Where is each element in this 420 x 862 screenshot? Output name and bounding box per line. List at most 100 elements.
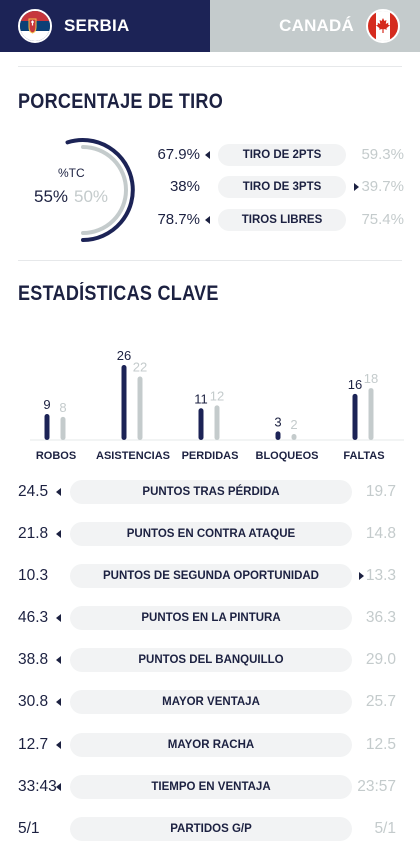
key-stat-row: 10.3 PUNTOS DE SEGUNDA OPORTUNIDAD 13.3: [18, 564, 402, 588]
key-stat-label: PUNTOS EN CONTRA ATAQUE: [70, 522, 352, 546]
bar-value-label: 8: [59, 400, 66, 415]
bar-away-faltas: [368, 388, 374, 440]
home-leader-caret-icon: [56, 741, 61, 749]
bar-value-label: 9: [43, 397, 50, 412]
key-stat-label: PUNTOS DE SEGUNDA OPORTUNIDAD: [70, 564, 352, 588]
key-stat-away-value: 5/1: [374, 820, 396, 837]
serbia-flag-icon: [18, 9, 52, 43]
category-label: FALTAS: [343, 450, 384, 462]
key-stat-home-value: 21.8: [18, 525, 49, 542]
bar-away-asistencias: [137, 376, 143, 440]
key-stat-label: PUNTOS DEL BANQUILLO: [70, 648, 352, 672]
key-stat-away-value: 25.7: [365, 693, 396, 710]
shooting-home-value: 38%: [169, 178, 200, 195]
shooting-home-value: 67.9%: [157, 146, 200, 163]
home-leader-caret-icon: [205, 151, 210, 159]
bar-value-label: 18: [364, 371, 378, 386]
key-stat-home-value: 38.8: [18, 651, 49, 668]
key-stat-away-value: 12.5: [365, 736, 396, 753]
shooting-section-title: PORCENTAJE DE TIRO: [18, 90, 224, 113]
key-stat-away-value: 23:57: [357, 778, 396, 795]
bar-value-label: 2: [290, 417, 297, 432]
shooting-row-2pts: 67.9% TIRO DE 2PTS 59.3%: [150, 144, 410, 166]
shooting-away-value: 75.4%: [361, 211, 404, 228]
key-stat-row: 24.5 PUNTOS TRAS PÉRDIDA 19.7: [18, 480, 402, 504]
bar-value-label: 16: [348, 377, 362, 392]
key-stat-home-value: 12.7: [18, 736, 49, 753]
bar-value-label: 26: [117, 348, 131, 363]
key-stat-label: PARTIDOS G/P: [70, 817, 352, 841]
category-label: ROBOS: [36, 450, 76, 462]
away-leader-caret-icon: [359, 572, 364, 580]
away-leader-caret-icon: [354, 183, 359, 191]
key-stat-row: 38.8 PUNTOS DEL BANQUILLO 29.0: [18, 648, 402, 672]
key-stat-label: MAYOR VENTAJA: [70, 690, 352, 714]
category-label: ASISTENCIAS: [96, 450, 170, 462]
divider: [18, 66, 402, 67]
key-stat-away-value: 14.8: [365, 525, 396, 542]
category-label: BLOQUEOS: [256, 450, 319, 462]
bar-value-label: 11: [194, 391, 208, 406]
away-team[interactable]: CANADÁ: [210, 0, 420, 52]
key-stat-home-value: 24.5: [18, 483, 49, 500]
key-stat-home-value: 33:43: [18, 778, 57, 795]
bar-home-robos: [44, 414, 50, 440]
shooting-away-value: 59.3%: [361, 146, 404, 163]
field-goal-away: 50%: [74, 187, 109, 206]
key-stat-away-value: 29.0: [365, 651, 396, 668]
key-stats-section-title: ESTADÍSTICAS CLAVE: [18, 282, 219, 305]
home-leader-caret-icon: [205, 216, 210, 224]
home-leader-caret-icon: [56, 614, 61, 622]
key-stat-label: TIEMPO EN VENTAJA: [70, 775, 352, 799]
home-team-name: SERBIA: [64, 16, 130, 35]
bar-value-label: 12: [210, 388, 224, 403]
field-goal-label: %TC: [58, 166, 85, 180]
field-goal-ring: [65, 138, 135, 242]
shooting-home-value: 78.7%: [157, 211, 200, 228]
key-stat-label: MAYOR RACHA: [70, 733, 352, 757]
bar-home-perdidas: [198, 408, 204, 440]
key-stat-row: 12.7 MAYOR RACHA 12.5: [18, 733, 402, 757]
home-leader-caret-icon: [56, 698, 61, 706]
team-header: SERBIA CANADÁ: [0, 0, 420, 52]
key-stat-row: 30.8 MAYOR VENTAJA 25.7: [18, 690, 402, 714]
key-stat-row: 33:43 TIEMPO EN VENTAJA 23:57: [18, 775, 402, 799]
divider: [18, 260, 402, 261]
shooting-label: TIRO DE 2PTS: [218, 144, 346, 166]
key-stat-away-value: 36.3: [365, 609, 396, 626]
bar-home-faltas: [352, 393, 358, 440]
bar-value-label: 3: [274, 414, 281, 429]
away-team-name: CANADÁ: [279, 16, 354, 35]
shooting-row-free-throws: 78.7% TIROS LIBRES 75.4%: [150, 209, 410, 231]
bar-home-bloqueos: [275, 431, 281, 440]
key-stat-away-value: 19.7: [365, 483, 396, 500]
key-stat-row: 5/1 PARTIDOS G/P 5/1: [18, 817, 402, 841]
bar-away-perdidas: [214, 405, 220, 440]
category-label: PERDIDAS: [182, 450, 239, 462]
key-stat-away-value: 13.3: [365, 567, 396, 584]
home-leader-caret-icon: [56, 656, 61, 664]
key-stat-home-value: 46.3: [18, 609, 49, 626]
key-stat-row: 46.3 PUNTOS EN LA PINTURA 36.3: [18, 606, 402, 630]
bar-away-robos: [60, 416, 66, 440]
canada-flag-icon: [366, 9, 400, 43]
shooting-label: TIROS LIBRES: [218, 209, 346, 231]
key-stat-row: 21.8 PUNTOS EN CONTRA ATAQUE 14.8: [18, 522, 402, 546]
home-team[interactable]: SERBIA: [0, 0, 210, 52]
bar-value-label: 22: [133, 360, 147, 375]
home-leader-caret-icon: [56, 530, 61, 538]
key-stat-label: PUNTOS EN LA PINTURA: [70, 606, 352, 630]
bar-home-asistencias: [121, 365, 127, 440]
key-stat-label: PUNTOS TRAS PÉRDIDA: [70, 480, 352, 504]
shooting-away-value: 39.7%: [361, 178, 404, 195]
home-leader-caret-icon: [56, 488, 61, 496]
key-stat-home-value: 30.8: [18, 693, 49, 710]
shooting-label: TIRO DE 3PTS: [218, 176, 346, 198]
home-leader-caret-icon: [56, 783, 61, 791]
key-stat-home-value: 10.3: [18, 567, 49, 584]
key-stat-home-value: 5/1: [18, 820, 40, 837]
field-goal-home: 55%: [34, 187, 69, 206]
shooting-row-3pts: 38% TIRO DE 3PTS 39.7%: [150, 176, 410, 198]
bar-away-bloqueos: [291, 434, 297, 440]
